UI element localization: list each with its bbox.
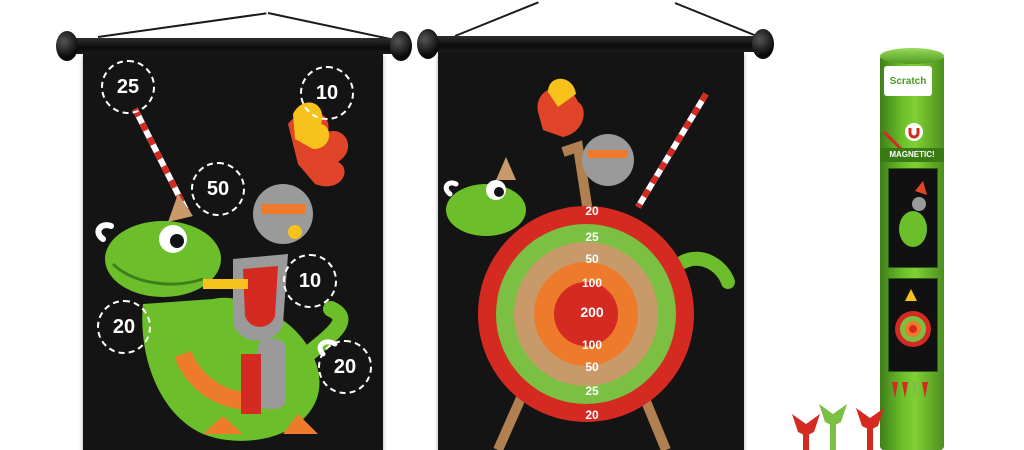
score-circle: 20 (318, 340, 372, 394)
rod-end-knob (56, 31, 78, 61)
ring-score: 200 (580, 304, 604, 320)
rod-end-knob (752, 29, 774, 59)
ring-score: 50 (585, 252, 599, 266)
score-value: 10 (298, 269, 322, 292)
score-value: 20 (112, 315, 136, 338)
score-circle: 10 (300, 66, 354, 120)
magnetic-dart-red (792, 414, 820, 450)
ring-score: 100 (581, 338, 603, 352)
hanging-cord (97, 12, 267, 38)
score-value: 20 (333, 355, 357, 378)
tube-cap (880, 48, 944, 64)
tube-board-image (888, 168, 938, 268)
score-value: 10 (315, 81, 339, 104)
ring-score: 25 (585, 230, 599, 244)
hanging-cord (267, 12, 396, 42)
magnet-icon (905, 123, 923, 141)
ring-score: 20 (585, 408, 599, 422)
tube-banner: MAGNETIC! (880, 148, 944, 162)
dartboard-left: 25 10 50 10 20 20 (83, 54, 383, 450)
magnetic-dart-red (856, 408, 884, 450)
rod-end-knob (390, 31, 412, 61)
brand-logo: Scratch (884, 66, 932, 96)
score-value: 50 (206, 177, 230, 200)
score-circle: 25 (101, 60, 155, 114)
dart-row-icon (892, 382, 928, 398)
target-illustration (443, 78, 735, 450)
hanging-cord (674, 2, 759, 38)
dart-icon (635, 92, 709, 209)
knight-dragon-illustration (95, 102, 349, 441)
dartboard-right: 20 25 50 100 200 100 50 25 20 (438, 52, 744, 450)
ring-score: 50 (585, 360, 599, 374)
hanging-rod (62, 38, 410, 54)
score-circle: 10 (283, 254, 337, 308)
score-value: 25 (116, 75, 140, 98)
magnetic-dart-green (819, 404, 847, 450)
ring-score: 100 (581, 276, 603, 290)
rod-end-knob (417, 29, 439, 59)
brand-logo-text: Scratch (889, 75, 927, 87)
score-circle: 50 (191, 162, 245, 216)
ring-score: 20 (585, 204, 599, 218)
tube-board-image (888, 278, 938, 372)
hanging-cord (454, 1, 539, 37)
hanging-rod (422, 36, 772, 52)
ring-score: 25 (585, 384, 599, 398)
score-circle: 20 (97, 300, 151, 354)
